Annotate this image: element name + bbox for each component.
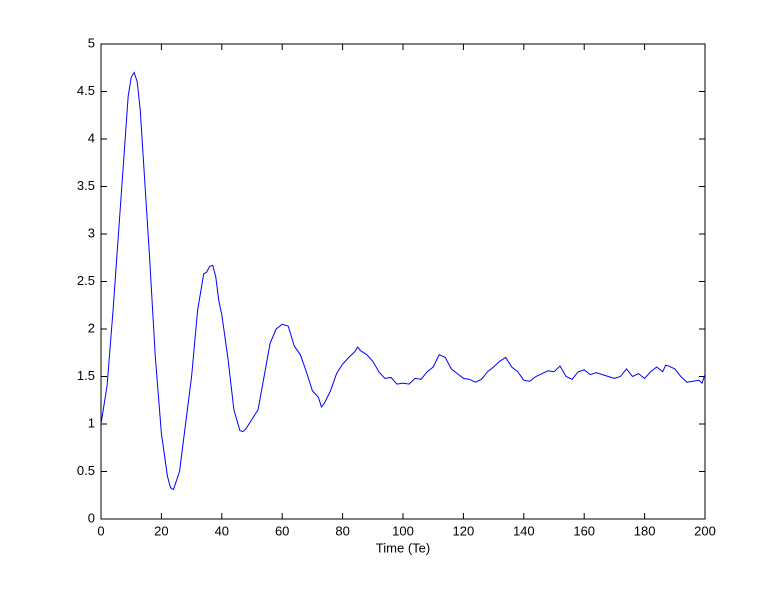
x-tick-label: 60 — [275, 523, 289, 538]
y-tick-label: 4.5 — [77, 83, 95, 98]
x-tick-label: 100 — [392, 523, 414, 538]
y-tick-label: 2 — [88, 320, 95, 335]
y-tick-label: 3.5 — [77, 178, 95, 193]
x-tick-label: 140 — [513, 523, 535, 538]
x-tick-label: 0 — [97, 523, 104, 538]
y-tick-label: 2.5 — [77, 273, 95, 288]
y-tick-label: 4 — [88, 130, 95, 145]
x-tick-label: 80 — [335, 523, 349, 538]
y-tick-label: 0 — [88, 510, 95, 525]
plot-area — [100, 43, 706, 520]
x-axis-label: Time (Te) — [376, 540, 430, 555]
x-tick-label: 160 — [573, 523, 595, 538]
y-tick-label: 1 — [88, 415, 95, 430]
x-tick-label: 120 — [453, 523, 475, 538]
y-tick-label: 3 — [88, 225, 95, 240]
x-tick-label: 180 — [634, 523, 656, 538]
y-tick-label: 5 — [88, 35, 95, 50]
x-tick-label: 20 — [154, 523, 168, 538]
x-tick-label: 200 — [694, 523, 716, 538]
y-tick-label: 0.5 — [77, 463, 95, 478]
y-tick-label: 1.5 — [77, 368, 95, 383]
data-line — [100, 71, 706, 491]
x-tick-label: 40 — [215, 523, 229, 538]
